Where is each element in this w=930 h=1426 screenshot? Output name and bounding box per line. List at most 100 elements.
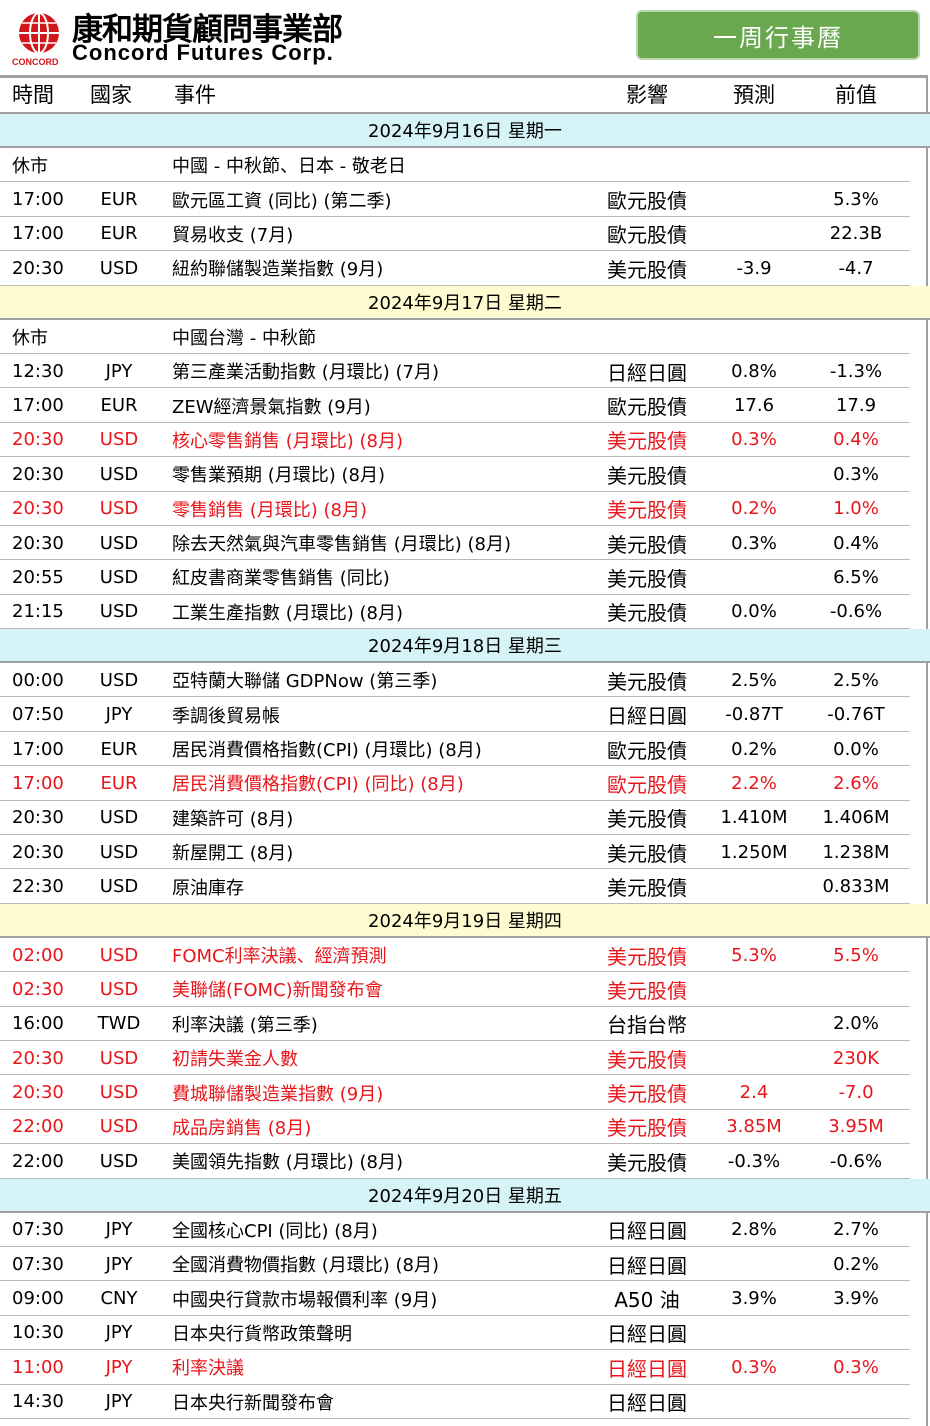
time-cell: 22:00	[12, 1110, 64, 1144]
currency-cell: USD	[84, 1110, 154, 1144]
currency-cell: TWD	[84, 1007, 154, 1041]
forecast-cell: -0.3%	[704, 1144, 804, 1178]
impact-cell: 美元股債	[598, 835, 696, 869]
impact-cell: 美元股債	[598, 663, 696, 697]
currency-cell: USD	[84, 1041, 154, 1075]
forecast-cell	[704, 1316, 804, 1350]
weekly-calendar-button[interactable]: 一周行事曆	[636, 10, 920, 60]
event-cell: 中國台灣 - 中秋節	[172, 320, 316, 354]
forecast-cell	[704, 1385, 804, 1419]
currency-cell: EUR	[84, 766, 154, 800]
time-cell: 22:00	[12, 1144, 64, 1178]
previous-cell: 2.7%	[806, 1213, 906, 1247]
forecast-cell: 2.2%	[704, 766, 804, 800]
event-row: 07:30JPY全國核心CPI (同比) (8月)日經日圓2.8%2.7%	[0, 1213, 930, 1247]
previous-cell: -1.3%	[806, 354, 906, 388]
event-row: 20:55USD紅皮書商業零售銷售 (同比)美元股債6.5%	[0, 560, 930, 594]
forecast-cell: 0.0%	[704, 595, 804, 629]
previous-cell: 22.3B	[806, 217, 906, 251]
event-cell: 工業生產指數 (月環比) (8月)	[172, 595, 403, 629]
currency-cell: USD	[84, 251, 154, 285]
currency-cell	[84, 320, 154, 354]
event-row: 22:00USD成品房銷售 (8月)美元股債3.85M3.95M	[0, 1110, 930, 1144]
currency-cell: USD	[84, 869, 154, 903]
event-cell: 中國央行貸款市場報價利率 (9月)	[172, 1281, 437, 1315]
event-row: 20:30USD紐約聯儲製造業指數 (9月)美元股債-3.9-4.7	[0, 251, 930, 285]
impact-cell: 日經日圓	[598, 1247, 696, 1281]
impact-cell: 歐元股債	[598, 388, 696, 422]
event-row: 12:30JPY第三產業活動指數 (月環比) (7月)日經日圓0.8%-1.3%	[0, 354, 930, 388]
logo-mark-text: CONCORD	[12, 57, 59, 67]
col-time-header: 時間	[12, 76, 54, 112]
event-row: 22:00USD美國領先指數 (月環比) (8月)美元股債-0.3%-0.6%	[0, 1144, 930, 1178]
time-cell: 12:30	[12, 354, 64, 388]
previous-cell: 1.0%	[806, 492, 906, 526]
event-cell: 歐元區工資 (同比) (第二季)	[172, 182, 392, 216]
forecast-cell: 0.3%	[704, 423, 804, 457]
time-cell: 07:30	[12, 1247, 64, 1281]
event-cell: 建築許可 (8月)	[172, 801, 293, 835]
previous-cell: -7.0	[806, 1075, 906, 1109]
currency-cell: JPY	[84, 1247, 154, 1281]
event-cell: 零售銷售 (月環比) (8月)	[172, 492, 367, 526]
time-cell: 20:30	[12, 423, 64, 457]
previous-cell: 230K	[806, 1041, 906, 1075]
event-row: 02:30USD美聯儲(FOMC)新聞發布會美元股債	[0, 972, 930, 1006]
event-row: 11:00JPY利率決議日經日圓0.3%0.3%	[0, 1350, 930, 1384]
table-column-header: 時間 國家 事件 影響 預測 前值	[0, 76, 930, 114]
time-cell: 02:00	[12, 938, 64, 972]
previous-cell: -0.6%	[806, 595, 906, 629]
day-header: 2024年9月18日 星期三	[0, 629, 930, 663]
currency-cell: JPY	[84, 697, 154, 731]
concord-globe-logo-icon	[14, 10, 64, 60]
previous-cell	[806, 1316, 906, 1350]
event-cell: 第三產業活動指數 (月環比) (7月)	[172, 354, 439, 388]
impact-cell: 日經日圓	[598, 697, 696, 731]
impact-cell	[598, 148, 696, 182]
time-cell: 20:55	[12, 560, 64, 594]
event-cell: 原油庫存	[172, 869, 244, 903]
time-cell: 00:00	[12, 663, 64, 697]
previous-cell: 0.4%	[806, 526, 906, 560]
col-forecast-header: 預測	[704, 76, 804, 112]
event-row: 17:00EUR歐元區工資 (同比) (第二季)歐元股債5.3%	[0, 182, 930, 216]
event-row: 20:30USD核心零售銷售 (月環比) (8月)美元股債0.3%0.4%	[0, 423, 930, 457]
forecast-cell	[704, 457, 804, 491]
event-cell: 新屋開工 (8月)	[172, 835, 293, 869]
event-row: 20:30USD零售業預期 (月環比) (8月)美元股債0.3%	[0, 457, 930, 491]
previous-cell	[806, 1385, 906, 1419]
event-cell: 美聯儲(FOMC)新聞發布會	[172, 972, 383, 1006]
time-cell: 14:30	[12, 1385, 64, 1419]
event-row: 21:15USD工業生產指數 (月環比) (8月)美元股債0.0%-0.6%	[0, 595, 930, 629]
event-cell: 零售業預期 (月環比) (8月)	[172, 457, 385, 491]
event-row: 22:30USD原油庫存美元股債0.833M	[0, 869, 930, 903]
time-cell: 10:30	[12, 1316, 64, 1350]
currency-cell: EUR	[84, 182, 154, 216]
time-cell: 17:00	[12, 388, 64, 422]
currency-cell	[84, 148, 154, 182]
time-cell: 休市	[12, 148, 48, 182]
event-row: 20:30USD初請失業金人數美元股債230K	[0, 1041, 930, 1075]
currency-cell: CNY	[84, 1281, 154, 1315]
impact-cell: 美元股債	[598, 1041, 696, 1075]
forecast-cell: 3.85M	[704, 1110, 804, 1144]
time-cell: 17:00	[12, 766, 64, 800]
event-cell: 初請失業金人數	[172, 1041, 298, 1075]
impact-cell: 歐元股債	[598, 732, 696, 766]
event-cell: 中國 - 中秋節、日本 - 敬老日	[172, 148, 406, 182]
forecast-cell: -3.9	[704, 251, 804, 285]
event-cell: 紐約聯儲製造業指數 (9月)	[172, 251, 383, 285]
time-cell: 20:30	[12, 492, 64, 526]
event-row: 07:50JPY季調後貿易帳日經日圓-0.87T-0.76T	[0, 697, 930, 731]
currency-cell: USD	[84, 560, 154, 594]
currency-cell: EUR	[84, 388, 154, 422]
impact-cell: 美元股債	[598, 1144, 696, 1178]
impact-cell: 美元股債	[598, 801, 696, 835]
impact-cell: 美元股債	[598, 251, 696, 285]
currency-cell: JPY	[84, 1385, 154, 1419]
previous-cell: 0.3%	[806, 1350, 906, 1384]
impact-cell: 日經日圓	[598, 1350, 696, 1384]
time-cell: 16:00	[12, 1007, 64, 1041]
event-cell: 季調後貿易帳	[172, 697, 280, 731]
event-cell: 利率決議 (第三季)	[172, 1007, 318, 1041]
